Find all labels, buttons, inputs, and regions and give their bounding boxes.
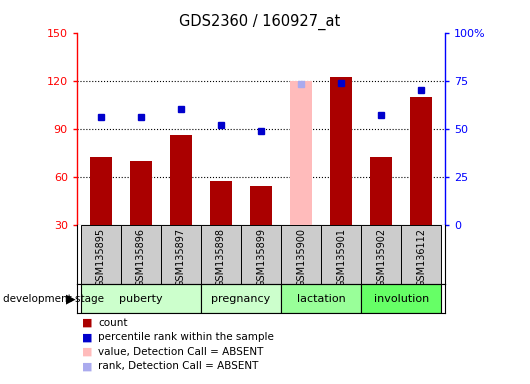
Text: involution: involution [374, 293, 429, 304]
Text: GDS2360 / 160927_at: GDS2360 / 160927_at [179, 13, 340, 30]
Text: percentile rank within the sample: percentile rank within the sample [98, 332, 274, 342]
Text: ■: ■ [82, 332, 93, 342]
Bar [121, 225, 161, 284]
Bar [90, 157, 112, 225]
Bar [281, 225, 321, 284]
Text: GSM135895: GSM135895 [96, 228, 106, 287]
Bar [361, 284, 441, 313]
Text: GSM135896: GSM135896 [136, 228, 146, 286]
Text: GSM135897: GSM135897 [176, 228, 186, 287]
Bar [361, 225, 401, 284]
Text: GSM135899: GSM135899 [256, 228, 266, 286]
Text: lactation: lactation [297, 293, 346, 304]
Bar [170, 135, 192, 225]
Bar [250, 186, 272, 225]
Text: ■: ■ [82, 361, 93, 371]
Bar [241, 225, 281, 284]
Bar [81, 284, 201, 313]
Text: GSM135900: GSM135900 [296, 228, 306, 286]
Text: count: count [98, 318, 128, 328]
Bar [281, 284, 361, 313]
Text: rank, Detection Call = ABSENT: rank, Detection Call = ABSENT [98, 361, 259, 371]
Bar [81, 225, 121, 284]
Bar [201, 284, 281, 313]
Bar [210, 182, 232, 225]
Text: pregnancy: pregnancy [211, 293, 271, 304]
Text: ▶: ▶ [66, 292, 75, 305]
Bar [370, 157, 392, 225]
Bar [130, 161, 152, 225]
Bar [161, 225, 201, 284]
Text: GSM135898: GSM135898 [216, 228, 226, 286]
Bar [290, 81, 312, 225]
Text: ■: ■ [82, 318, 93, 328]
Text: GSM135901: GSM135901 [336, 228, 346, 286]
Text: GSM135902: GSM135902 [376, 228, 386, 287]
Text: value, Detection Call = ABSENT: value, Detection Call = ABSENT [98, 347, 263, 357]
Text: ■: ■ [82, 347, 93, 357]
Bar [410, 97, 432, 225]
Text: GSM136112: GSM136112 [416, 228, 426, 286]
Bar [201, 225, 241, 284]
Bar [401, 225, 441, 284]
Text: development stage: development stage [3, 293, 104, 304]
Text: puberty: puberty [119, 293, 163, 304]
Bar [321, 225, 361, 284]
Bar [330, 78, 352, 225]
